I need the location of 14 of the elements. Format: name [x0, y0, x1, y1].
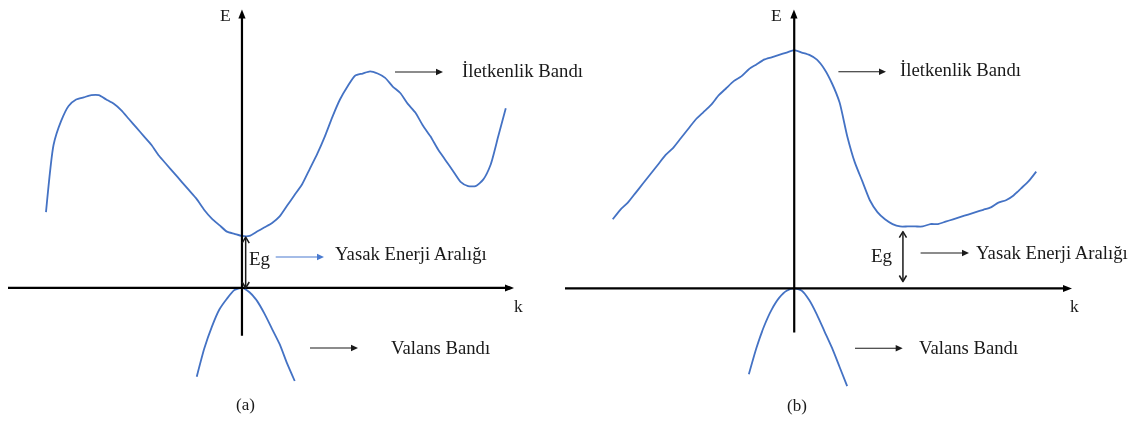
annotation: Yasak Enerji Aralığı — [335, 243, 487, 264]
x-axis-title: k — [514, 296, 523, 316]
annotation: Eg — [249, 248, 271, 269]
annotation: Valans Bandı — [391, 337, 491, 358]
text: (a) — [236, 395, 255, 414]
x-axis-title: k — [1070, 296, 1079, 316]
y-axis-title: E — [220, 5, 231, 25]
annotation: İletkenlik Bandı — [462, 60, 583, 81]
annotation: Eg — [871, 245, 893, 266]
text: (b) — [787, 396, 807, 415]
annotation: Valans Bandı — [919, 337, 1019, 358]
annotation: Yasak Enerji Aralığı — [976, 242, 1128, 263]
y-axis-title: E — [771, 5, 782, 25]
annotation: İletkenlik Bandı — [900, 59, 1021, 80]
